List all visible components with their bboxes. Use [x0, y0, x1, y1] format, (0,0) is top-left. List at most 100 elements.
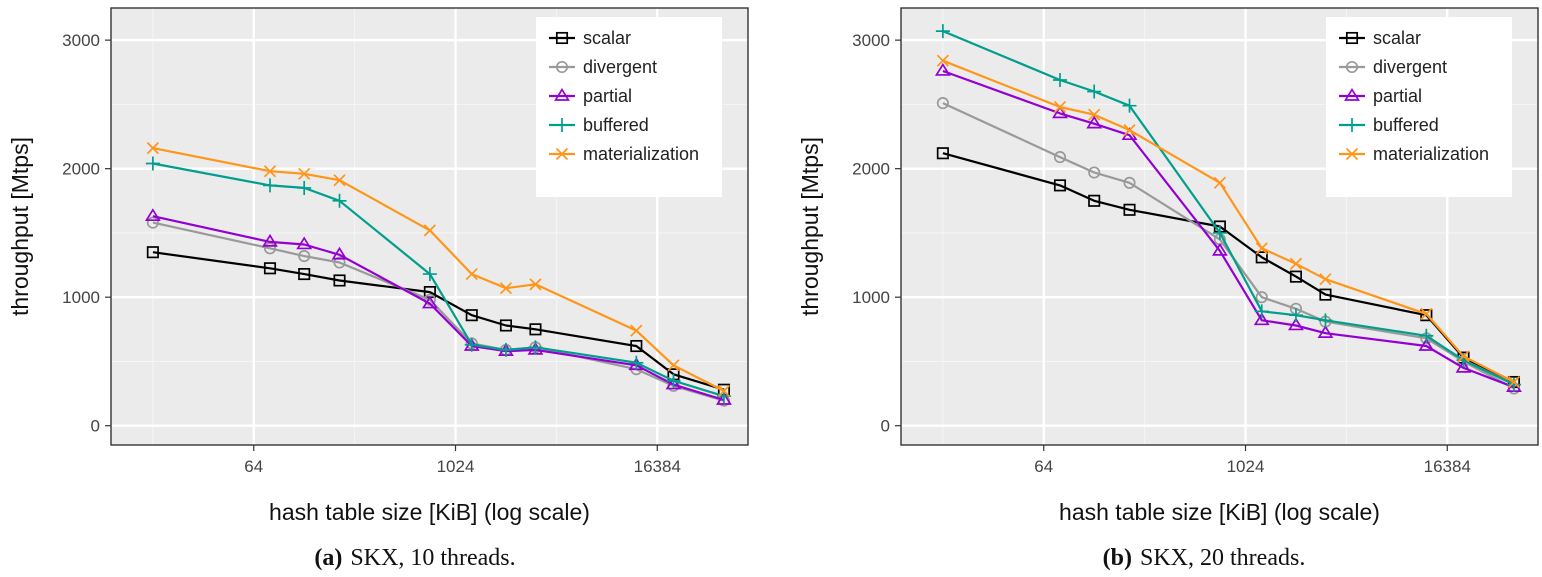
data-point-partial [262, 233, 278, 247]
series-materialization [146, 141, 731, 398]
data-point-materialization [1507, 375, 1521, 389]
data-point-partial [1317, 325, 1334, 338]
chart-panel-b: 64 1024 16384 0 1000 2000 3000 scalar divergent p… [797, 7, 1539, 571]
figure-caption: (b) SKX, 20 threads. [1103, 545, 1306, 571]
x-tick-label: 16384 [1424, 457, 1471, 476]
data-point-partial [421, 295, 438, 309]
data-point-partial [1418, 338, 1435, 351]
caption-text: SKX, 20 threads. [1140, 545, 1305, 571]
data-point-materialization [1420, 307, 1433, 321]
data-point-scalar [630, 339, 643, 353]
legend-key-marker [554, 87, 570, 101]
data-point-materialization [1053, 100, 1067, 114]
legend-key-marker [1345, 147, 1359, 161]
data-point-materialization [1255, 242, 1268, 255]
data-point-buffered [1212, 225, 1227, 240]
y-tick-label: 0 [91, 417, 100, 436]
series-line-scalar [152, 251, 725, 391]
y-axis-label: throughput [Mtps] [797, 137, 823, 316]
data-point-buffered [629, 355, 644, 370]
data-point-partial [1253, 312, 1270, 326]
data-point-partial [296, 236, 313, 250]
legend-label: materialization [1373, 144, 1489, 164]
data-point-materialization [936, 54, 949, 67]
data-point-divergent [1088, 166, 1101, 179]
legend-label: buffered [1373, 115, 1439, 135]
data-point-buffered [145, 156, 160, 171]
y-tick-label: 3000 [62, 31, 100, 50]
data-point-materialization [1319, 273, 1332, 286]
data-point-buffered [1052, 72, 1067, 87]
y-tick-label: 3000 [852, 31, 890, 50]
legend-key-marker [555, 147, 569, 161]
data-point-materialization [423, 224, 436, 237]
legend-label: divergent [583, 57, 657, 77]
data-point-materialization [298, 167, 311, 180]
data-point-materialization [1289, 257, 1303, 270]
y-tick-label: 2000 [852, 160, 890, 179]
data-point-materialization [1088, 108, 1101, 121]
plot-border [900, 7, 1539, 446]
data-point-divergent [1053, 151, 1067, 164]
data-point-buffered [528, 340, 543, 355]
legend-label: scalar [1373, 28, 1421, 48]
data-point-buffered [1419, 328, 1434, 343]
data-point-scalar [1319, 288, 1332, 301]
data-point-partial [144, 208, 161, 222]
legend-key-marker [1345, 118, 1359, 132]
data-point-materialization [630, 324, 643, 337]
data-point-buffered [464, 337, 479, 352]
x-tick-label: 1024 [1227, 457, 1265, 476]
legend: scalar divergent partial buffered materializ… [1326, 17, 1512, 197]
series-materialization [936, 54, 1521, 389]
data-point-scalar [1053, 179, 1067, 192]
legend-label: materialization [583, 144, 699, 164]
data-point-scalar [333, 274, 346, 287]
data-point-scalar [1420, 309, 1433, 322]
legend-key-marker [1345, 60, 1359, 74]
data-point-buffered [1288, 308, 1303, 323]
series-line-divergent [942, 102, 1515, 390]
data-point-buffered [262, 178, 277, 193]
x-tick-label: 64 [1034, 457, 1053, 476]
data-point-partial [665, 376, 682, 390]
data-point-partial [1288, 317, 1304, 331]
data-point-divergent [1255, 291, 1268, 304]
data-point-partial [1211, 242, 1228, 256]
data-point-scalar [529, 323, 542, 336]
data-point-materialization [263, 165, 277, 178]
y-axis-label: throughput [Mtps] [7, 137, 33, 316]
data-point-partial [331, 246, 348, 260]
data-point-materialization [717, 384, 731, 398]
data-point-partial [1455, 359, 1472, 373]
caption-label: (a) [314, 545, 342, 571]
data-point-divergent [936, 97, 949, 110]
data-point-materialization [529, 278, 542, 291]
data-point-scalar [1289, 270, 1303, 283]
data-point-partial [716, 391, 732, 405]
legend-label: divergent [1373, 57, 1447, 77]
legend-key-marker [555, 118, 569, 132]
y-tick-label: 2000 [62, 160, 100, 179]
data-point-buffered [422, 267, 437, 282]
data-point-buffered [1122, 98, 1137, 113]
data-point-scalar [1123, 203, 1136, 216]
data-point-materialization [465, 267, 478, 281]
data-point-buffered [1087, 84, 1102, 99]
data-point-scalar [1255, 251, 1268, 264]
data-point-scalar [263, 262, 277, 275]
legend-label: scalar [583, 28, 631, 48]
data-point-buffered [1254, 304, 1269, 319]
data-point-divergent [263, 242, 277, 255]
legend-label: partial [583, 86, 632, 106]
data-point-scalar [146, 246, 159, 259]
x-tick-label: 64 [244, 457, 263, 476]
data-point-materialization [1213, 176, 1226, 189]
data-point-buffered [935, 24, 950, 39]
data-point-partial [1086, 115, 1103, 129]
data-point-materialization [1457, 350, 1470, 363]
legend-key-marker [1345, 31, 1359, 45]
figure-caption: (a) SKX, 10 threads. [314, 545, 515, 571]
caption-text: SKX, 10 threads. [350, 545, 515, 571]
